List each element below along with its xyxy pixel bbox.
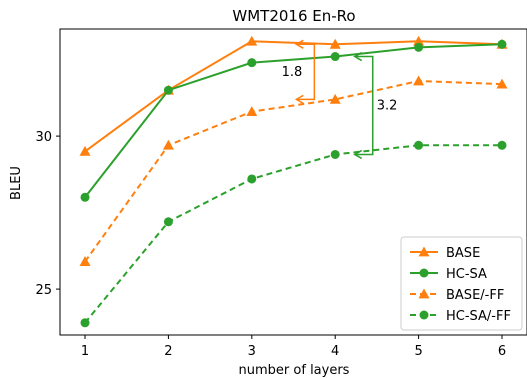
series-2-point: [497, 39, 507, 49]
series-1-point: [329, 38, 341, 49]
series-line-3: [84, 80, 503, 263]
series-3-point: [162, 139, 174, 150]
annotation-label-2: 3.2: [377, 99, 398, 114]
legend-marker-3: [418, 288, 430, 299]
legend-box: [400, 236, 523, 331]
chart-title: WMT2016 En-Ro: [232, 7, 355, 25]
series-3-point: [79, 256, 91, 266]
annotation-bracket-1: [296, 43, 316, 101]
x-tick-label: 6: [498, 344, 506, 359]
series-2-point: [414, 42, 424, 52]
legend: BASE HC-SA BASE/-FF HC-SA/-FF: [400, 236, 523, 331]
x-tick-label: 4: [331, 344, 339, 359]
series-1-point: [246, 35, 258, 46]
series-3-point: [329, 93, 341, 104]
series-2-point: [247, 58, 257, 68]
y-axis-label: BLEU: [9, 166, 24, 200]
x-tick-label: 5: [414, 344, 422, 359]
legend-marker-1: [418, 246, 430, 257]
axis-ticks: 1 2 3 4 5 6 25 30: [35, 130, 506, 359]
series-4-point: [414, 140, 424, 150]
annotation-arrowhead: [353, 149, 363, 160]
legend-label-4: HC-SA/-FF: [446, 309, 511, 324]
series-4-point: [497, 140, 507, 150]
series-4-point: [247, 174, 257, 184]
series-2-point: [80, 192, 90, 202]
annotation-label-1: 1.8: [282, 65, 303, 80]
x-tick-label: 1: [81, 344, 89, 359]
annotation-bracket-2: [354, 55, 374, 156]
y-tick-label: 30: [35, 130, 52, 145]
legend-label-3: BASE/-FF: [446, 288, 504, 303]
legend-label-2: HC-SA: [446, 267, 487, 282]
x-tick-label: 2: [164, 344, 172, 359]
legend-label-1: BASE: [446, 246, 480, 261]
series-2-point: [163, 85, 173, 95]
annotation-arrowhead: [353, 51, 363, 62]
series-4-point: [80, 318, 90, 328]
series-3-point: [413, 75, 425, 86]
annotation-arrowhead: [294, 39, 304, 49]
annotation-arrowhead: [294, 94, 304, 105]
legend-marker-4: [419, 310, 429, 320]
series-4-point: [330, 149, 340, 159]
series-3-point: [246, 106, 258, 117]
series-4-point: [163, 217, 173, 227]
series-2-point: [330, 52, 340, 62]
x-axis-label: number of layers: [239, 363, 350, 378]
series-line-2: [84, 43, 503, 198]
series-3-point: [496, 78, 508, 89]
y-tick-label: 25: [35, 283, 52, 298]
plot-area: 1.8 3.2: [79, 35, 508, 328]
series-line-1: [84, 40, 503, 153]
plot-frame: [59, 28, 527, 336]
x-tick-label: 3: [248, 344, 256, 359]
legend-marker-2: [419, 268, 429, 278]
series-1-point: [79, 145, 91, 156]
series-1-point: [413, 35, 425, 46]
